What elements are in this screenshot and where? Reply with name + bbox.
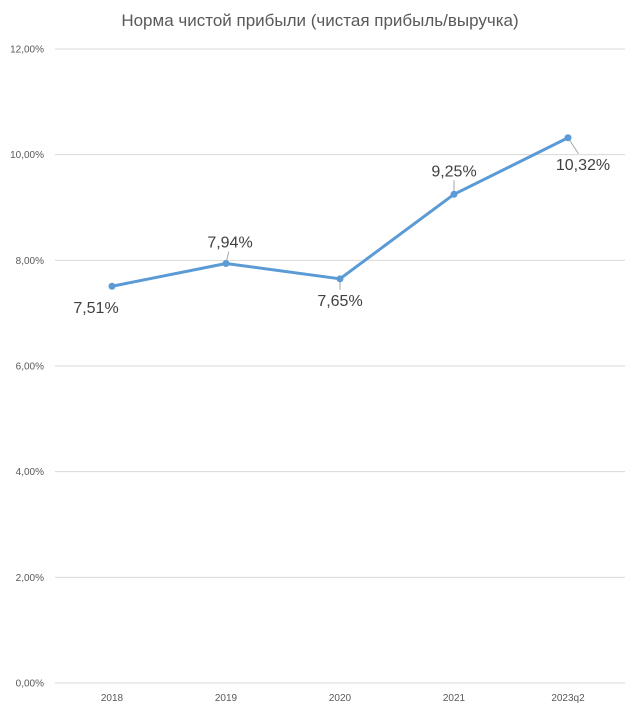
data-point (450, 190, 458, 198)
y-axis-tick-labels: 0,00% 2,00% 4,00% 6,00% 8,00% 10,00% 12,00% (10, 45, 44, 690)
data-labels: 7,51% 7,94% 7,65% 9,25% 10,32% (73, 157, 610, 317)
x-tick-label: 2019 (215, 693, 238, 704)
data-label: 7,94% (207, 235, 252, 252)
y-tick-label: 10,00% (10, 150, 44, 161)
y-tick-label: 8,00% (16, 256, 44, 267)
x-tick-label: 2021 (443, 693, 466, 704)
x-tick-label: 2020 (329, 693, 352, 704)
y-tick-label: 6,00% (16, 362, 44, 373)
x-tick-label: 2023q2 (551, 693, 585, 704)
data-point (564, 134, 572, 142)
data-label: 10,32% (556, 157, 610, 174)
y-tick-label: 0,00% (16, 679, 44, 690)
data-point (108, 282, 116, 290)
gridlines (55, 48, 625, 684)
series-line (110, 136, 570, 288)
y-tick-label: 4,00% (16, 467, 44, 478)
x-tick-label: 2018 (101, 693, 124, 704)
x-axis-tick-labels: 2018 2019 2020 2021 2023q2 (101, 693, 585, 704)
data-label: 7,51% (73, 300, 118, 317)
data-point (336, 275, 344, 283)
data-label: 9,25% (431, 163, 476, 180)
data-point (222, 260, 230, 268)
y-tick-label: 12,00% (10, 45, 44, 56)
data-label-leader-lines (225, 137, 579, 290)
chart-title: Норма чистой прибыли (чистая прибыль/выр… (121, 11, 518, 30)
data-label: 7,65% (317, 293, 362, 310)
y-tick-label: 2,00% (16, 573, 44, 584)
series-layer (108, 134, 572, 290)
